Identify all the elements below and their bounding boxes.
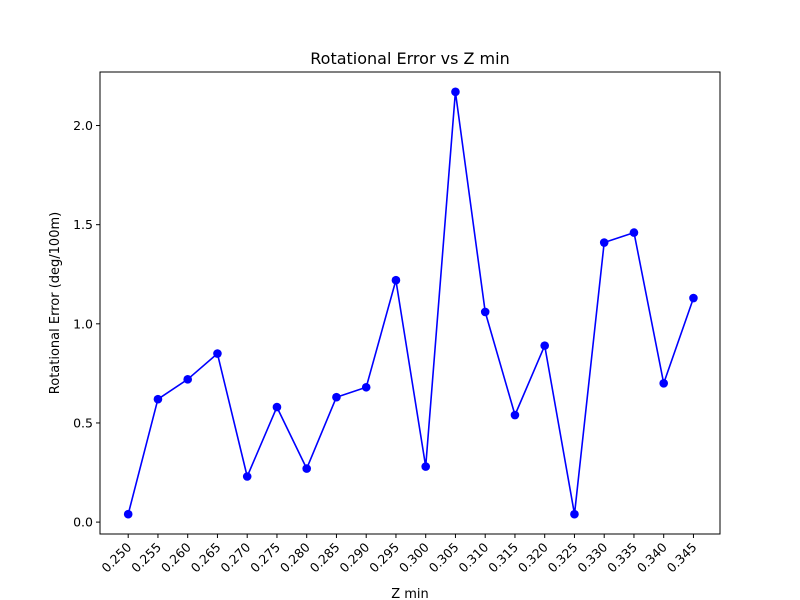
x-tick-label: 0.250	[98, 539, 134, 575]
data-point	[302, 464, 312, 473]
data-point	[421, 462, 431, 471]
x-tick-label: 0.270	[217, 539, 253, 575]
y-tick-label: 1.5	[73, 217, 93, 232]
x-tick-label: 0.265	[188, 540, 224, 576]
x-tick-label: 0.330	[574, 539, 610, 575]
data-point	[540, 341, 549, 350]
x-axis: 0.2500.2550.2600.2650.2700.2750.2800.285…	[98, 534, 700, 576]
x-tick-label: 0.285	[307, 540, 343, 576]
y-tick-label: 1.0	[73, 316, 93, 331]
x-tick-label: 0.295	[366, 540, 402, 576]
x-tick-label: 0.260	[158, 539, 194, 575]
data-point	[570, 509, 579, 519]
y-axis-label: Rotational Error (deg/100m)	[48, 212, 63, 394]
x-tick-label: 0.335	[604, 540, 640, 576]
data-point	[599, 238, 609, 247]
x-tick-label: 0.325	[545, 540, 581, 576]
x-tick-label: 0.275	[247, 540, 283, 576]
x-tick-label: 0.310	[455, 539, 491, 575]
data-point	[391, 275, 401, 285]
x-tick-label: 0.255	[128, 540, 164, 576]
x-axis-label: Z min	[391, 587, 429, 600]
y-tick-label: 2.0	[73, 118, 93, 133]
plot-area-frame	[99, 71, 721, 535]
data-point	[510, 410, 520, 420]
data-point	[183, 375, 192, 384]
data-point	[659, 379, 668, 388]
series-layer	[123, 87, 698, 519]
data-point	[153, 394, 163, 404]
series-line	[127, 91, 695, 516]
x-tick-label: 0.345	[664, 540, 700, 576]
data-point	[361, 382, 371, 392]
x-tick-label: 0.315	[485, 540, 521, 576]
data-point	[689, 293, 698, 303]
data-point	[332, 392, 341, 402]
data-point	[123, 509, 133, 519]
data-point	[213, 349, 222, 358]
data-point	[629, 228, 639, 237]
data-point	[272, 402, 282, 412]
x-tick-label: 0.290	[336, 539, 372, 575]
x-tick-label: 0.300	[396, 539, 432, 575]
data-point	[480, 307, 490, 317]
x-tick-label: 0.340	[634, 539, 670, 575]
data-point	[451, 87, 460, 97]
y-tick-label: 0.5	[73, 415, 93, 430]
x-tick-label: 0.280	[277, 539, 313, 575]
chart-title: Rotational Error vs Z min	[310, 49, 509, 68]
data-point	[242, 472, 252, 481]
x-tick-label: 0.305	[426, 540, 462, 576]
y-axis: 0.0 0.5 1.0 1.5 2.0	[73, 118, 100, 530]
x-tick-label: 0.320	[515, 539, 551, 575]
y-tick-label: 0.0	[73, 515, 93, 530]
